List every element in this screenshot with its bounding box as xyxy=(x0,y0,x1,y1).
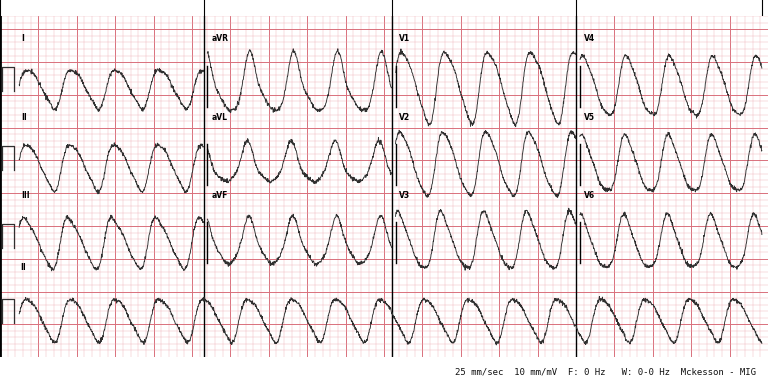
Text: V5: V5 xyxy=(584,113,594,122)
Text: V2: V2 xyxy=(399,113,410,122)
Text: aVR: aVR xyxy=(211,34,228,44)
Text: aVF: aVF xyxy=(211,191,227,200)
Text: III: III xyxy=(22,191,30,200)
Text: aVL: aVL xyxy=(211,113,227,122)
Text: II: II xyxy=(22,113,27,122)
Text: V4: V4 xyxy=(584,34,594,44)
Text: I: I xyxy=(22,34,25,44)
Text: V3: V3 xyxy=(399,191,410,200)
Text: V6: V6 xyxy=(584,191,594,200)
Text: V1: V1 xyxy=(399,34,410,44)
Text: 25 mm/sec  10 mm/mV  F: 0 Hz   W: 0-0 Hz  Mckesson - MIG: 25 mm/sec 10 mm/mV F: 0 Hz W: 0-0 Hz Mck… xyxy=(455,367,756,376)
Text: II: II xyxy=(21,263,26,272)
